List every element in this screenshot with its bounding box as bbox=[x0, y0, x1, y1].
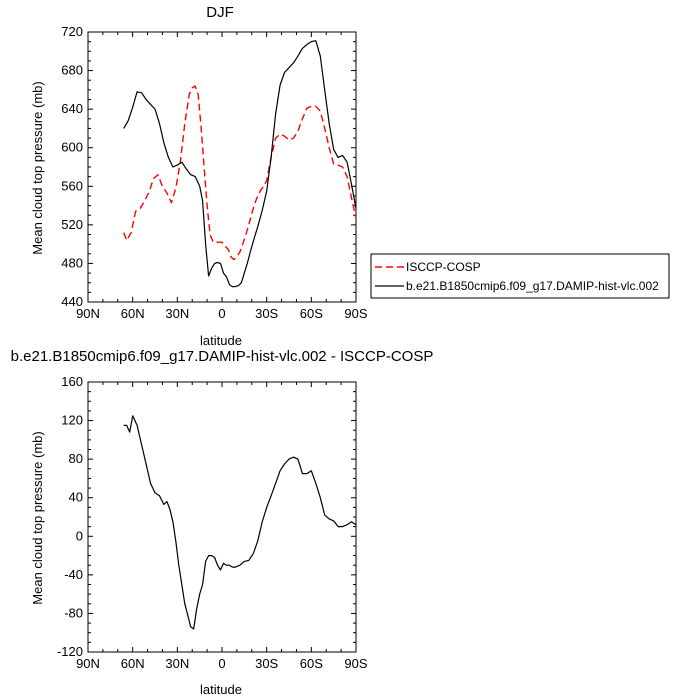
top-y-tick-label: 600 bbox=[61, 140, 83, 155]
bottom-y-tick-label: -120 bbox=[57, 644, 83, 659]
top-y-tick-label: 640 bbox=[61, 101, 83, 116]
top-y-tick-label: 720 bbox=[61, 24, 83, 39]
top-series-line-0 bbox=[123, 85, 357, 261]
bottom-series-line-0 bbox=[123, 415, 357, 630]
top-x-tick-label: 30S bbox=[255, 306, 278, 321]
bottom-x-tick-label: 60S bbox=[300, 656, 323, 671]
top-y-axis-label: Mean cloud top pressure (mb) bbox=[30, 81, 45, 254]
bottom-y-tick-label: 40 bbox=[69, 490, 83, 505]
bottom-x-axis-label: latitude bbox=[200, 682, 242, 697]
bottom-x-tick-label: 90N bbox=[76, 656, 100, 671]
top-panel: DJF latitude Mean cloud top pressure (mb… bbox=[30, 4, 368, 348]
bottom-y-tick-label: 80 bbox=[69, 451, 83, 466]
bottom-panel: b.e21.B1850cmip6.f09_g17.DAMIP-hist-vlc.… bbox=[11, 348, 434, 697]
top-x-tick-label: 0 bbox=[218, 306, 225, 321]
legend-box bbox=[370, 253, 670, 299]
top-y-tick-label: 560 bbox=[61, 178, 83, 193]
bottom-x-tick-label: 0 bbox=[218, 656, 225, 671]
top-chart-title: DJF bbox=[206, 4, 234, 21]
top-y-tick-label: 480 bbox=[61, 255, 83, 270]
bottom-x-tick-label: 60N bbox=[121, 656, 145, 671]
bottom-y-tick-label: -40 bbox=[64, 567, 83, 582]
top-y-tick-label: 440 bbox=[61, 294, 83, 309]
bottom-y-tick-label: -80 bbox=[64, 605, 83, 620]
top-x-tick-label: 60S bbox=[300, 306, 323, 321]
legend-label-model: b.e21.B1850cmip6.f09_g17.DAMIP-hist-vlc.… bbox=[406, 279, 659, 293]
bottom-y-tick-label: 160 bbox=[61, 374, 83, 389]
bottom-chart-title: b.e21.B1850cmip6.f09_g17.DAMIP-hist-vlc.… bbox=[11, 348, 434, 365]
legend: ISCCP-COSP b.e21.B1850cmip6.f09_g17.DAMI… bbox=[370, 253, 670, 299]
bottom-x-tick-label: 90S bbox=[344, 656, 367, 671]
top-x-axis-label: latitude bbox=[200, 333, 242, 348]
legend-label-isccp: ISCCP-COSP bbox=[406, 260, 481, 274]
top-plot-frame bbox=[87, 31, 357, 303]
top-x-tick-label: 60N bbox=[121, 306, 145, 321]
bottom-y-tick-label: 120 bbox=[61, 413, 83, 428]
bottom-y-axis-label: Mean cloud top pressure (mb) bbox=[30, 431, 45, 604]
bottom-x-tick-label: 30S bbox=[255, 656, 278, 671]
bottom-y-tick-label: 0 bbox=[76, 528, 83, 543]
bottom-x-tick-label: 30N bbox=[165, 656, 189, 671]
top-y-tick-label: 520 bbox=[61, 217, 83, 232]
top-series-line-1 bbox=[123, 40, 357, 288]
top-x-tick-label: 90S bbox=[344, 306, 367, 321]
top-x-tick-label: 30N bbox=[165, 306, 189, 321]
top-y-tick-label: 680 bbox=[61, 63, 83, 78]
bottom-plot-frame bbox=[87, 381, 357, 653]
top-x-tick-label: 90N bbox=[76, 306, 100, 321]
